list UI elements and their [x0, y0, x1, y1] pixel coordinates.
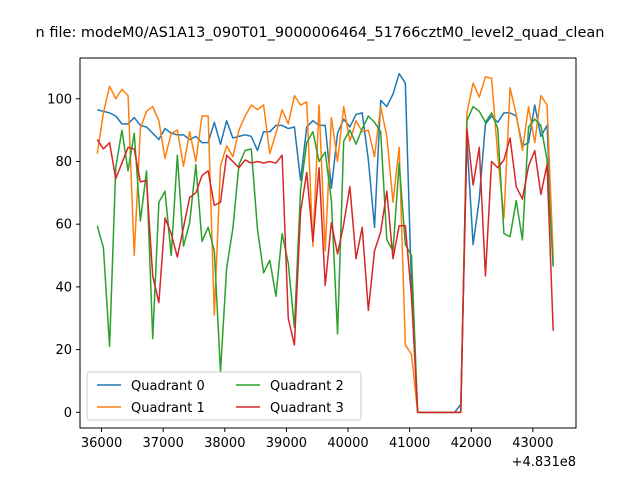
y-tick-label: 0 — [64, 406, 72, 421]
x-offset-label: +4.831e8 — [512, 455, 576, 470]
legend-label: Quadrant 0 — [131, 379, 205, 394]
legend: Quadrant 0 Quadrant 1 Quadrant 2 Quadrant 3 — [86, 371, 362, 421]
x-tick-label: 42000 — [451, 436, 492, 451]
series-line-0 — [97, 72, 554, 414]
legend-label: Quadrant 2 — [270, 379, 344, 394]
y-tick-label: 40 — [55, 280, 72, 295]
series-layer — [96, 72, 554, 414]
x-tick-label: 36000 — [81, 436, 122, 451]
x-tick-label: 39000 — [266, 436, 307, 451]
legend-label: Quadrant 3 — [270, 401, 344, 416]
legend-label: Quadrant 1 — [131, 401, 205, 416]
plot-frame — [79, 57, 577, 429]
y-tick-label: 80 — [55, 155, 72, 170]
series-line-3 — [96, 127, 554, 414]
legend-box — [86, 371, 362, 421]
series-line-2 — [96, 105, 554, 414]
x-axis: 36000 37000 38000 39000 40000 41000 42000 43000 — [81, 428, 554, 451]
y-tick-label: 100 — [47, 92, 72, 107]
y-tick-label: 60 — [55, 218, 72, 233]
y-axis: 0 20 40 60 80 100 — [47, 92, 80, 421]
chart-title: n file: modeM0/AS1A13_090T01_9000006464_… — [36, 25, 605, 41]
x-tick-label: 38000 — [204, 436, 245, 451]
series-line-1 — [96, 76, 554, 414]
x-tick-label: 40000 — [327, 436, 368, 451]
x-tick-label: 37000 — [143, 436, 184, 451]
y-tick-label: 20 — [55, 343, 72, 358]
x-tick-label: 41000 — [389, 436, 430, 451]
x-tick-label: 43000 — [512, 436, 553, 451]
